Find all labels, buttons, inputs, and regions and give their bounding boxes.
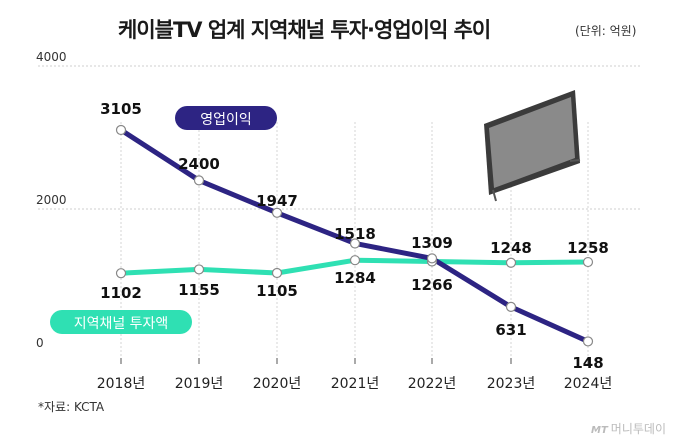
investment-point [582,256,594,268]
investment-point [271,267,283,279]
operating-profit-data-label: 1518 [334,225,376,243]
watermark-mark: MT [591,425,608,436]
operating-profit-point [582,336,594,347]
investment-point [193,264,205,275]
tv-stand-left [492,189,497,202]
x-tick-label: 2018년 [97,376,146,392]
investment-data-label: 1248 [490,239,532,257]
legend-operating-profit-label: 영업이익 [200,112,252,128]
chart-title: 케이블TV 업계 지역채널 투자·영업이익 추이 [118,18,491,42]
x-tick-label: 2022년 [408,376,457,392]
x-tick-label: 2024년 [564,376,613,392]
y-tick-label: 0 [36,336,44,350]
x-tick-label: 2019년 [175,376,224,392]
x-tick-label: 2023년 [487,376,536,392]
investment-point [349,255,361,266]
operating-profit-data-label: 1947 [256,192,298,210]
operating-profit-point [193,175,205,186]
operating-profit-data-label: 631 [495,321,526,339]
watermark: MT 머니투데이 [591,420,666,437]
investment-data-label: 1105 [256,282,298,300]
operating-profit-data-label: 1309 [411,234,453,252]
legend-investment-pill [50,310,192,334]
tv-stand-right [569,159,581,162]
legend-operating-profit-pill [175,106,277,130]
operating-profit-data-label: 2400 [178,155,220,173]
y-tick-label: 2000 [36,193,67,207]
investment-point [505,257,517,268]
investment-data-label: 1102 [100,284,142,302]
investment-data-label: 1266 [411,276,453,294]
operating-profit-point [271,207,283,218]
operating-profit-data-label: 148 [572,354,603,372]
x-tick-label: 2021년 [331,376,380,392]
tv-icon [484,90,581,202]
operating-profit-point [426,253,438,264]
source-note: *자료: KCTA [38,400,105,414]
tv-screen [489,97,575,188]
legend-investment-label: 지역채널 투자액 [74,316,169,332]
operating-profit-point [505,301,517,312]
unit-label: (단위: 억원) [575,24,637,38]
x-tick-label: 2020년 [253,376,302,392]
watermark-text: 머니투데이 [610,422,666,436]
operating-profit-point [349,238,361,249]
investment-point [115,268,127,279]
y-tick-label: 4000 [36,50,67,64]
operating-profit-point [115,124,127,136]
operating-profit-data-label: 3105 [100,100,142,118]
investment-data-label: 1155 [178,281,220,299]
investment-data-label: 1258 [567,239,609,257]
investment-data-label: 1284 [334,269,376,287]
